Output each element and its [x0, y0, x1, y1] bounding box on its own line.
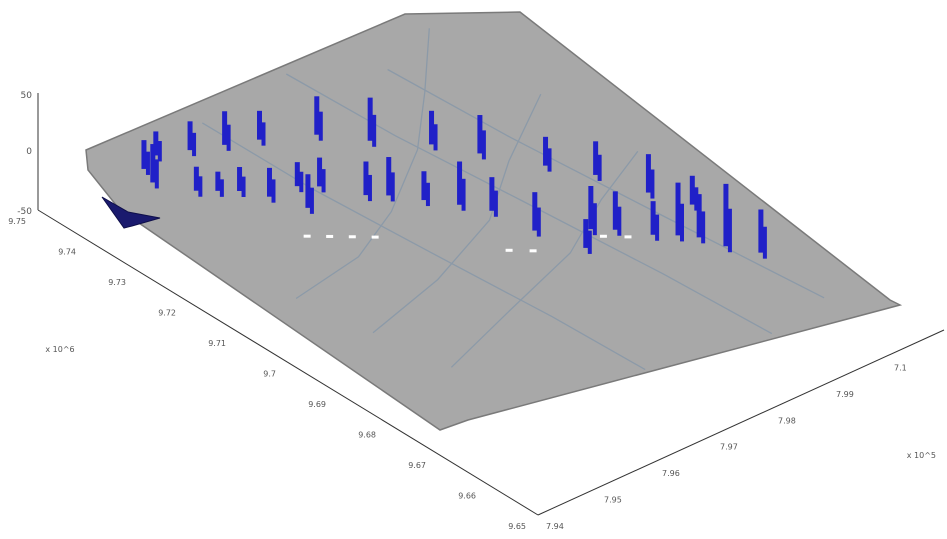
terrain-line	[285, 73, 773, 335]
marker-stick	[386, 157, 395, 202]
x-tick-label: 7.98	[778, 416, 796, 425]
marker-stick	[222, 111, 231, 151]
marker-stick	[650, 201, 660, 241]
y-tick-label: 9.67	[408, 461, 426, 470]
terrain-highlight	[326, 234, 334, 238]
y-tick-label: 9.68	[358, 431, 376, 440]
axis-box	[37, 93, 945, 516]
marker-stick	[593, 141, 602, 181]
marker-stick	[457, 161, 466, 211]
y-tick-label: 9.74	[58, 248, 76, 257]
marker-stick	[317, 157, 326, 193]
x-axis-exponent: x 10^5	[907, 451, 936, 460]
marker-stick	[543, 136, 552, 172]
marker-stick	[305, 174, 314, 214]
y-tick-label: 9.75	[8, 217, 26, 226]
y-tick-label: 9.72	[158, 309, 176, 318]
marker-stick	[675, 182, 685, 242]
marker-stick	[429, 110, 438, 151]
x-tick-label: 7.94	[546, 522, 564, 531]
marker-stick	[421, 171, 430, 207]
marker-stick	[150, 144, 159, 189]
terrain-highlight	[371, 235, 379, 239]
y-tick-label: 9.71	[208, 339, 226, 348]
terrain-highlight	[529, 249, 537, 253]
terrain-highlight	[303, 234, 311, 238]
y-axis-exponent: x 10^6	[45, 345, 74, 354]
y-tick-label: 9.65	[508, 522, 526, 531]
y-tick-label: 9.73	[108, 278, 126, 287]
terrain-surface	[85, 11, 903, 431]
marker-stick	[723, 183, 732, 253]
marker-stick	[187, 121, 197, 157]
marker-stick	[193, 166, 203, 197]
terrain-lines	[201, 28, 825, 371]
marker-stick	[266, 167, 276, 203]
y-tick-label: 9.7	[263, 370, 276, 379]
marker-stick	[314, 96, 323, 141]
marker-stick	[294, 162, 304, 193]
tick-layer: 50 0 -509.75 9.74 9.73 9.72 9.71 9.7 9.69 9.68 9.6…	[8, 91, 936, 531]
marker-stick	[477, 115, 486, 160]
terrain-highlight	[624, 235, 632, 239]
marker-stick	[367, 97, 377, 147]
terrain-highlight	[348, 235, 356, 239]
arrow-shape	[101, 196, 161, 229]
x-tick-label: 7.1	[894, 363, 907, 372]
terrain-polygon	[85, 11, 903, 431]
marker-stick	[696, 194, 706, 244]
y-tick-label: 9.66	[458, 492, 476, 501]
marker-stick	[588, 185, 597, 236]
marker-stick	[153, 131, 162, 162]
y-axis-line	[37, 209, 539, 516]
terrain-line	[387, 68, 825, 299]
terrain-highlight	[599, 234, 607, 238]
x-tick-label: 7.99	[836, 390, 854, 399]
marker-stick	[758, 209, 767, 259]
marker-stick	[612, 191, 622, 236]
marker-stick	[141, 140, 150, 175]
terrain-line	[295, 28, 430, 300]
marker-stick	[532, 192, 541, 237]
z-tick-label: 0	[26, 147, 32, 157]
x-axis-line	[537, 329, 945, 516]
marker-layer	[141, 96, 767, 259]
x-tick-label: 7.97	[720, 443, 738, 452]
marker-stick	[237, 167, 246, 198]
x-tick-label: 7.95	[604, 496, 622, 505]
marker-stick	[689, 175, 699, 211]
north-arrow-icon	[101, 196, 161, 229]
z-tick-label: -50	[17, 207, 32, 217]
marker-stick	[489, 177, 498, 217]
terrain-line	[201, 122, 646, 371]
z-tick-label: 50	[21, 91, 33, 101]
marker-stick	[363, 161, 372, 202]
terrain-line	[372, 93, 542, 334]
marker-stick	[257, 110, 266, 146]
marker-stick	[215, 171, 224, 197]
y-tick-label: 9.69	[308, 400, 326, 409]
marker-stick	[645, 154, 655, 199]
terrain-line	[450, 150, 639, 368]
marker-stick	[583, 219, 592, 254]
x-tick-label: 7.96	[662, 469, 680, 478]
terrain-highlight	[505, 248, 513, 252]
